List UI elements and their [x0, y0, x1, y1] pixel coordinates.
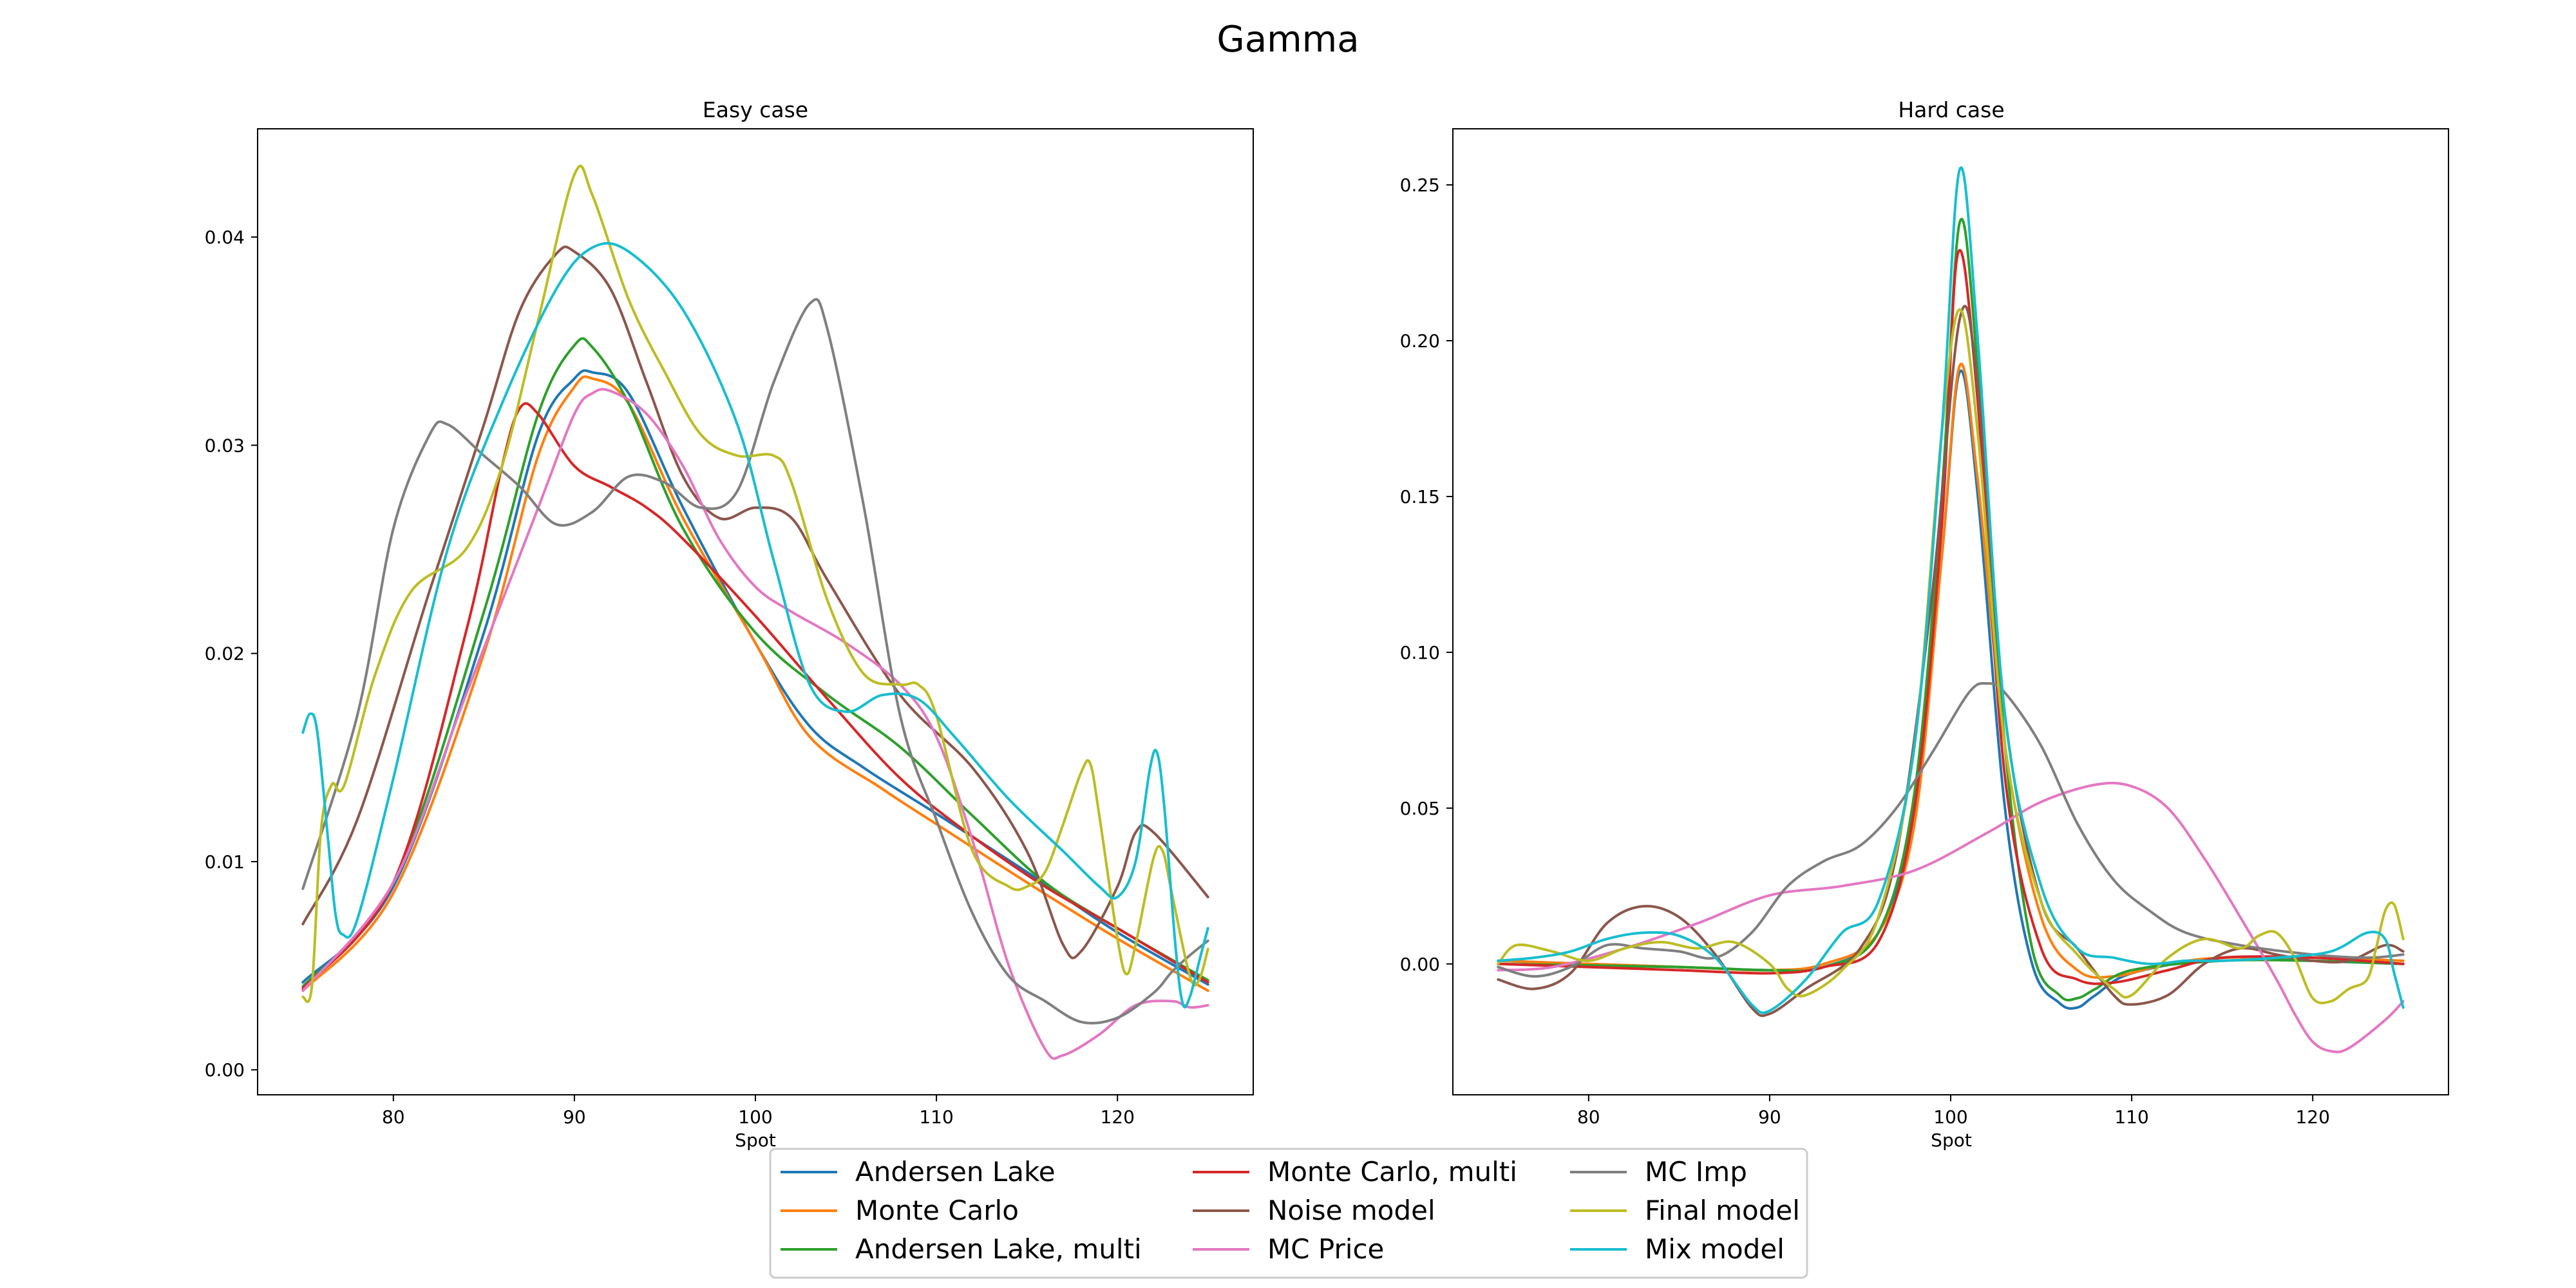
legend-label-mc-price: MC Price — [1267, 1233, 1384, 1265]
easy-case-xtick-label-120: 120 — [1100, 1106, 1134, 1128]
hard-case-ytick-label-4: 0.20 — [1400, 330, 1440, 352]
legend-label-final-model: Final model — [1645, 1195, 1800, 1226]
easy-case-line-monte-carlo-multi — [301, 402, 1209, 990]
legend-item-andersen-lake: Andersen Lake — [781, 1156, 1056, 1188]
legend-label-monte-carlo: Monte Carlo — [855, 1195, 1019, 1226]
hard-case-xlabel: Spot — [1931, 1130, 1972, 1151]
easy-case-line-mix-model — [301, 242, 1209, 1009]
hard-case-ytick-label-0: 0.00 — [1400, 954, 1440, 975]
easy-case-line-andersen-lake — [301, 369, 1209, 986]
hard-case-xtick-label-80: 80 — [1577, 1106, 1600, 1128]
easy-case-xtick-label-80: 80 — [382, 1106, 405, 1128]
hard-case-line-final-model — [1497, 308, 2405, 1005]
legend-item-andersen-lake-multi: Andersen Lake, multi — [781, 1233, 1142, 1265]
hard-case-series-group — [1497, 166, 2405, 1054]
easy-case-series-group — [301, 164, 1209, 1060]
hard-case-line-mix-model — [1497, 166, 2405, 1014]
easy-case-line-mc-imp — [301, 298, 1209, 1025]
hard-case-ytick-label-5: 0.25 — [1400, 175, 1440, 196]
easy-case-ytick-label-2: 0.02 — [205, 643, 245, 665]
easy-case-line-monte-carlo — [301, 375, 1209, 992]
easy-case-line-noise-model — [301, 245, 1209, 960]
legend-label-mc-imp: MC Imp — [1645, 1156, 1747, 1188]
legend-item-mc-imp: MC Imp — [1570, 1156, 1747, 1188]
easy-case-line-mc-price — [301, 388, 1209, 1060]
easy-case-xtick-label-90: 90 — [563, 1106, 586, 1128]
legend-item-noise-model: Noise model — [1193, 1195, 1435, 1226]
legend-label-noise-model: Noise model — [1267, 1195, 1435, 1226]
hard-case-plot-area: 80 90 100 110 120 0.00 0.05 0.10 0.15 0.20 0.25 — [1400, 128, 2449, 1128]
easy-case-ytick-label-4: 0.04 — [205, 227, 245, 248]
legend-item-monte-carlo-multi: Monte Carlo, multi — [1193, 1156, 1517, 1188]
easy-case-plot-area: 80 90 100 110 120 0.00 0.01 0.02 0.03 0.04 — [205, 128, 1254, 1128]
hard-case-line-monte-carlo-multi — [1497, 249, 2405, 985]
legend-item-mix-model: Mix model — [1570, 1233, 1785, 1265]
hard-case-panel: Hard case Spot 80 90 100 110 120 0.00 0.05 0.10… — [1400, 97, 2449, 1151]
legend-frame — [769, 1148, 1808, 1279]
easy-case-ytick-label-0: 0.00 — [205, 1059, 245, 1081]
hard-case-xtick-label-120: 120 — [2295, 1106, 2329, 1128]
hard-case-ytick-label-3: 0.15 — [1400, 486, 1440, 507]
easy-case-xtick-label-100: 100 — [738, 1106, 772, 1128]
easy-case-ytick-label-3: 0.03 — [205, 435, 245, 456]
hard-case-xtick-label-100: 100 — [1933, 1106, 1967, 1128]
legend-label-andersen-lake-multi: Andersen Lake, multi — [855, 1233, 1142, 1265]
legend: Andersen Lake Monte Carlo Andersen Lake, m… — [769, 1148, 1808, 1279]
easy-case-line-final-model — [301, 164, 1209, 1003]
easy-case-xtick-label-110: 110 — [919, 1106, 953, 1128]
hard-case-title: Hard case — [1898, 97, 2004, 122]
hard-case-ytick-label-1: 0.05 — [1400, 798, 1440, 819]
figure-title: Gamma — [1217, 19, 1359, 61]
hard-case-ytick-label-2: 0.10 — [1400, 642, 1440, 663]
easy-case-xlabel: Spot — [735, 1130, 776, 1151]
legend-item-monte-carlo: Monte Carlo — [781, 1195, 1019, 1226]
hard-case-line-mc-imp — [1497, 682, 2405, 978]
easy-case-panel: Easy case Spot 80 90 100 110 120 0.00 0.01 0.02… — [205, 97, 1254, 1151]
legend-item-final-model: Final model — [1570, 1195, 1800, 1226]
hard-case-xtick-label-110: 110 — [2114, 1106, 2148, 1128]
easy-case-line-andersen-lake-multi — [301, 337, 1209, 988]
legend-label-monte-carlo-multi: Monte Carlo, multi — [1267, 1156, 1517, 1188]
legend-item-mc-price: MC Price — [1193, 1233, 1384, 1265]
legend-label-andersen-lake: Andersen Lake — [855, 1156, 1056, 1188]
hard-case-xtick-label-90: 90 — [1758, 1106, 1781, 1128]
easy-case-title: Easy case — [703, 97, 808, 122]
hard-case-line-mc-price — [1497, 781, 2405, 1054]
legend-label-mix-model: Mix model — [1645, 1233, 1785, 1265]
easy-case-ytick-label-1: 0.01 — [205, 851, 245, 873]
